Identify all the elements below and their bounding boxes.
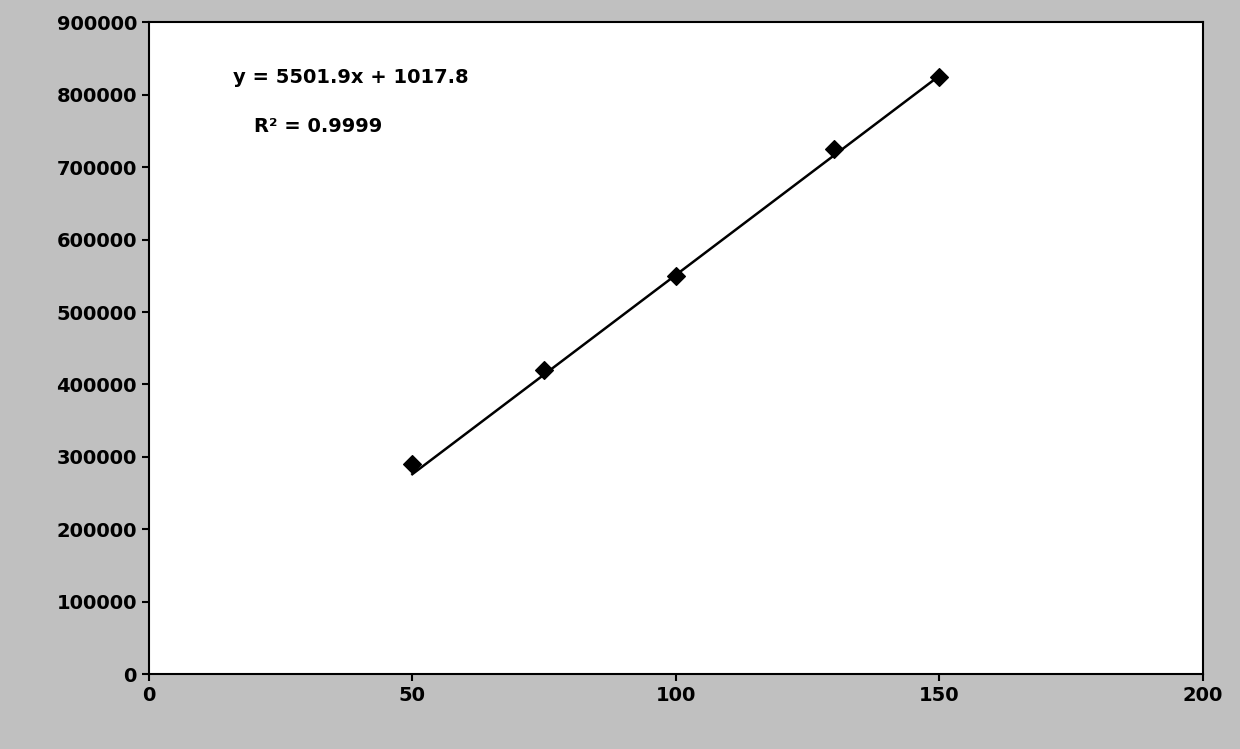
Point [930, 71, 950, 83]
Point [823, 143, 843, 155]
Point [534, 364, 554, 376]
Text: y = 5501.9x + 1017.8: y = 5501.9x + 1017.8 [233, 68, 469, 87]
Point [402, 458, 422, 470]
Text: R² = 0.9999: R² = 0.9999 [254, 117, 382, 136]
Point [666, 270, 686, 282]
